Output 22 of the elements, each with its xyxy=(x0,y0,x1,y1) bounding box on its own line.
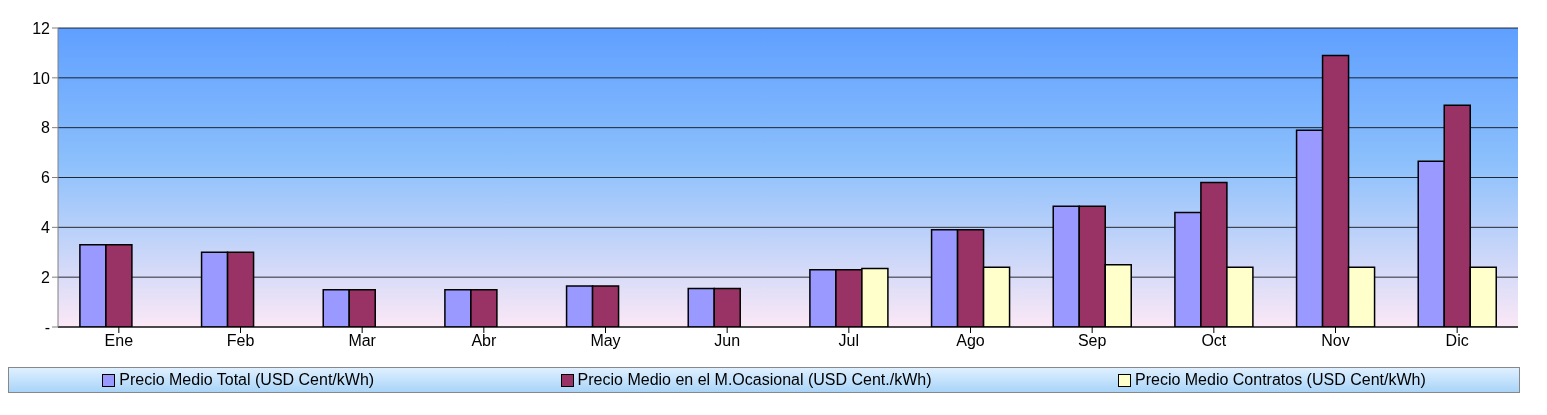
x-tick-label: Oct xyxy=(1201,332,1227,350)
x-tick-label: Mar xyxy=(348,332,377,350)
y-tick-label: 8 xyxy=(41,119,51,137)
y-tick-label: 4 xyxy=(41,219,51,237)
x-tick-label: Ago xyxy=(956,332,985,350)
y-tick-label: 12 xyxy=(32,19,51,37)
legend-label: Precio Medio Contratos (USD Cent/kWh) xyxy=(1134,371,1426,389)
legend-label: Precio Medio en el M.Ocasional (USD Cent./kWh) xyxy=(576,371,932,389)
x-tick-label: Feb xyxy=(226,332,255,350)
legend-label: Precio Medio Total (USD Cent/kWh) xyxy=(118,371,375,389)
x-tick-label: Dic xyxy=(1445,332,1469,350)
x-tick-label: Sep xyxy=(1077,332,1107,350)
x-tick-label: May xyxy=(590,332,621,350)
y-tick-label: 6 xyxy=(41,169,51,187)
x-tick-label: Nov xyxy=(1321,332,1350,350)
y-tick-label: 2 xyxy=(41,268,51,286)
x-tick-label: Ene xyxy=(104,332,134,350)
x-tick-label: Jul xyxy=(838,332,860,350)
x-tick-label: Abr xyxy=(471,332,497,350)
y-tick-label: - xyxy=(44,318,50,336)
x-tick-label: Jun xyxy=(714,332,741,350)
y-tick-label: 10 xyxy=(32,69,51,87)
